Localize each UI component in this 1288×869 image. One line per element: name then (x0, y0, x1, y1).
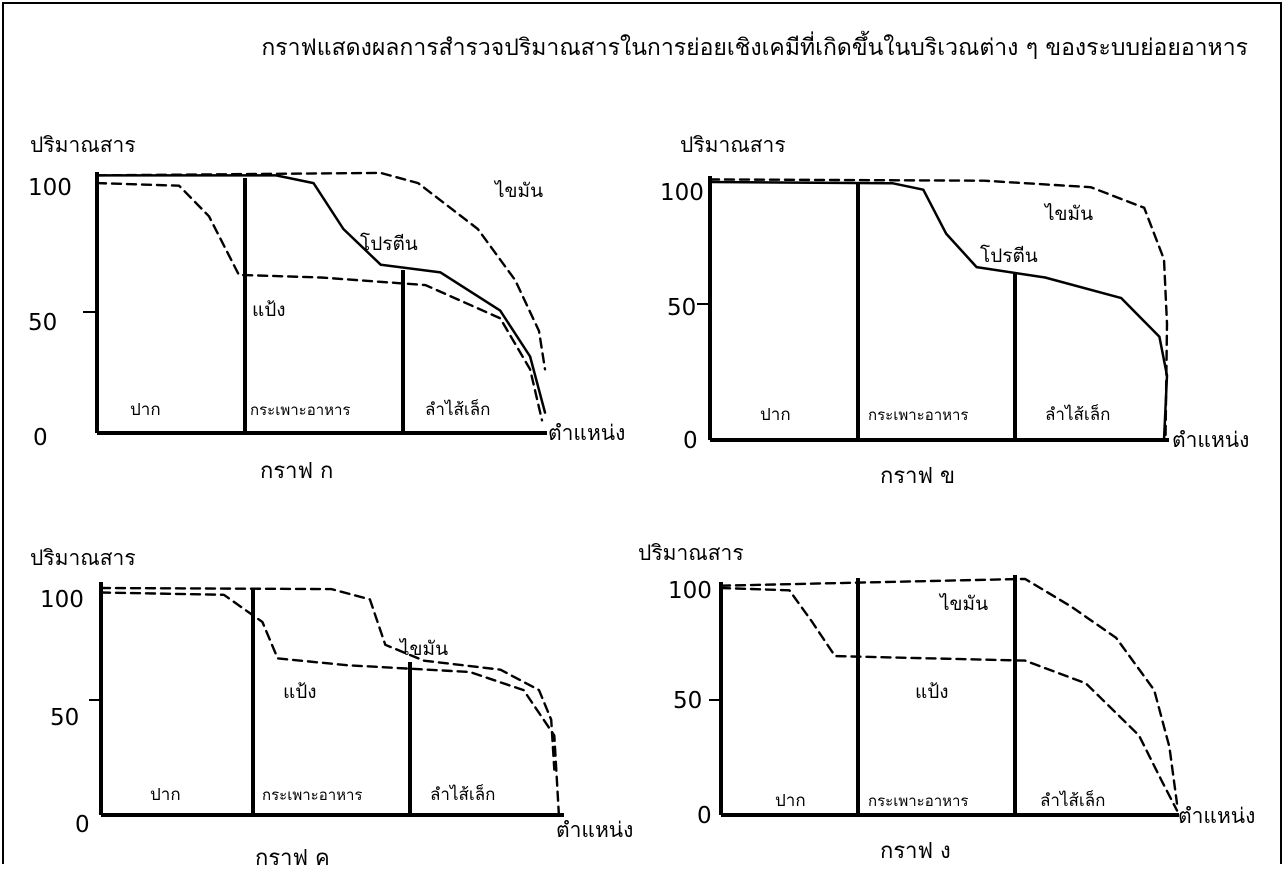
region-label: กระเพาะอาหาร (250, 401, 351, 419)
y-tick-label-100: 100 (28, 175, 72, 201)
chart-caption: กราฟ ง (880, 839, 951, 864)
x-axis-label: ตำแหน่ง (548, 421, 625, 445)
y-axis-label: ปริมาณสาร (30, 133, 136, 157)
region-label: ลำไส้เล็ก (425, 398, 490, 420)
series-line (708, 178, 1169, 442)
y-tick-label-0: 0 (683, 428, 698, 454)
y-tick-label-50: 50 (50, 705, 79, 731)
series-line (719, 586, 1179, 812)
series-label: ไขมัน (398, 638, 448, 660)
y-tick-label-100: 100 (660, 180, 704, 206)
series-line (99, 586, 556, 771)
series-line (719, 577, 1179, 805)
y-axis-label: ปริมาณสาร (680, 133, 786, 157)
series-label: โปรตีน (980, 244, 1038, 267)
series-line (95, 171, 547, 371)
y-tick-label-0: 0 (75, 812, 90, 838)
series-label: แป้ง (252, 299, 286, 321)
series-line (95, 181, 544, 422)
series-line (708, 180, 1169, 442)
region-label: กระเพาะอาหาร (262, 786, 363, 804)
region-label: ลำไส้เล็ก (1040, 789, 1105, 811)
chart-graph-1: แป้ง โปรตีน ไขมัน ปริมาณสาร 100 50 0 ตำแหน่งกรา… (28, 133, 625, 484)
region-label: ลำไส้เล็ก (1045, 403, 1110, 425)
region-label: ปาก (775, 791, 806, 811)
region-label: ปาก (760, 405, 791, 425)
y-tick-label-0: 0 (33, 425, 48, 451)
y-axis-label: ปริมาณสาร (638, 541, 744, 565)
series-line (99, 591, 561, 817)
y-tick-label-0: 0 (697, 803, 712, 829)
series-label: แป้ง (283, 681, 317, 703)
series-label: ไขมัน (493, 180, 543, 202)
y-tick-label-100: 100 (668, 578, 712, 604)
y-tick-label-50: 50 (28, 310, 57, 336)
region-label: กระเพาะอาหาร (868, 792, 969, 810)
series-label: โปรตีน (360, 232, 418, 255)
series-line (95, 174, 547, 414)
chart-caption: กราฟ ข (880, 464, 955, 489)
y-tick-label-50: 50 (673, 688, 702, 714)
region-label: ลำไส้เล็ก (430, 783, 495, 805)
y-tick-label-100: 100 (40, 587, 84, 613)
series-label: แป้ง (915, 681, 949, 703)
page-title: กราฟแสดงผลการสำรวจปริมาณสารในการย่อยเชิง… (261, 35, 1248, 61)
series-label: ไขมัน (938, 593, 988, 615)
region-label: กระเพาะอาหาร (868, 406, 969, 424)
region-label: ปาก (150, 785, 181, 805)
chart-caption: กราฟ ค (255, 846, 330, 869)
x-axis-label: ตำแหน่ง (556, 818, 633, 842)
x-axis-label: ตำแหน่ง (1172, 428, 1249, 452)
y-tick-label-50: 50 (667, 295, 696, 321)
series-label: ไขมัน (1043, 203, 1093, 225)
y-axis-label: ปริมาณสาร (30, 546, 136, 570)
region-label: ปาก (130, 400, 161, 420)
x-axis-label: ตำแหน่ง (1178, 804, 1255, 828)
chart-caption: กราฟ ก (260, 459, 333, 484)
